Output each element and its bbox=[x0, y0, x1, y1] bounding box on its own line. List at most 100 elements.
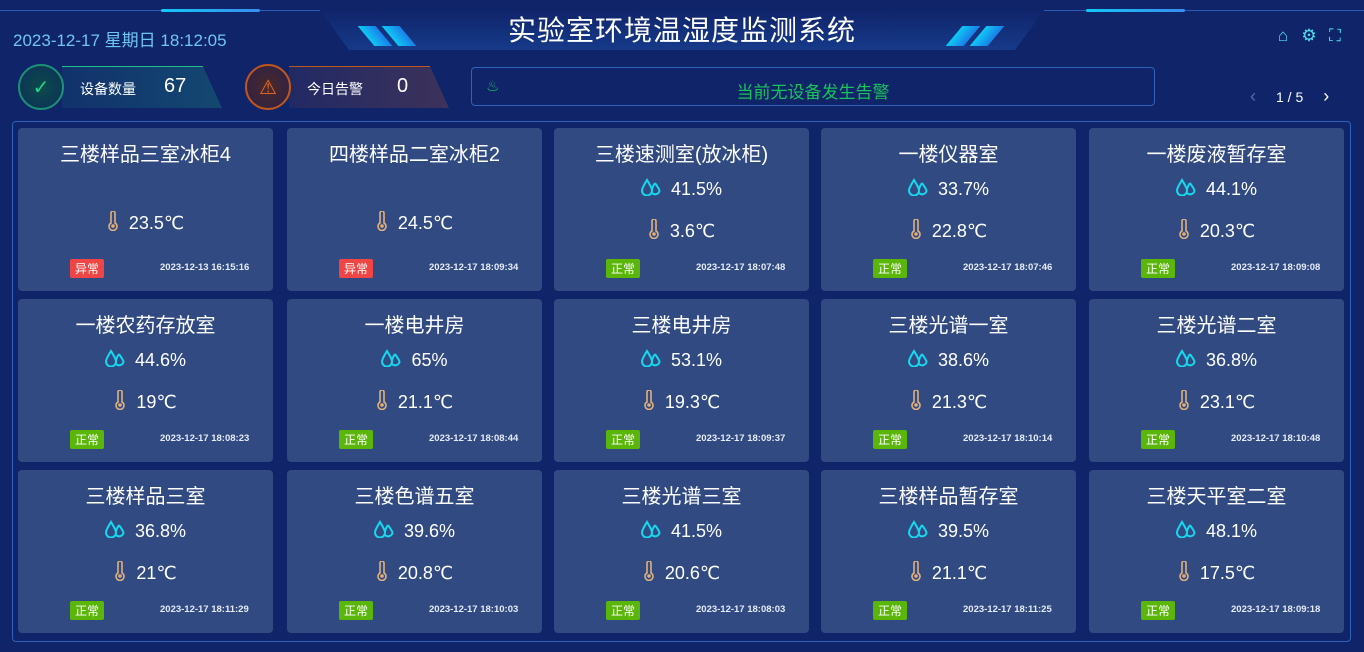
alarm-light-icon: ♨ bbox=[486, 78, 500, 95]
humidity-value: 44.1% bbox=[1205, 179, 1258, 199]
device-card[interactable]: 三楼电井房 53.1% 19.3℃ 正常 2023-12-17 18:09:37 bbox=[554, 299, 809, 462]
thermometer-icon bbox=[648, 218, 660, 244]
device-name: 三楼光谱二室 bbox=[1156, 315, 1277, 337]
humidity-value: 33.7% bbox=[937, 179, 990, 199]
temperature-row: 24.5℃ bbox=[287, 210, 542, 236]
device-count-label: 设备数量 bbox=[80, 81, 136, 97]
device-count-value: 67 bbox=[164, 75, 187, 97]
update-time: 2023-12-17 18:08:44 bbox=[429, 433, 519, 444]
device-name: 一楼农药存放室 bbox=[75, 315, 216, 337]
stat-frame bbox=[289, 66, 449, 108]
humidity-row: 53.1% bbox=[554, 349, 809, 372]
humidity-icon bbox=[1175, 520, 1196, 543]
temperature-row: 20.3℃ bbox=[1089, 218, 1344, 244]
humidity-icon bbox=[640, 178, 661, 201]
device-card[interactable]: 一楼电井房 65% 21.1℃ 正常 2023-12-17 18:08:44 bbox=[287, 299, 542, 462]
temperature-value: 21.1℃ bbox=[397, 392, 454, 412]
temperature-value: 19.3℃ bbox=[664, 392, 721, 412]
device-name: 三楼样品暂存室 bbox=[878, 486, 1019, 508]
device-card[interactable]: 四楼样品二室冰柜2 24.5℃ 异常 2023-12-17 18:09:34 bbox=[287, 128, 542, 291]
device-card[interactable]: 三楼样品三室 36.8% 21℃ 正常 2023-12-17 18:11:29 bbox=[18, 470, 273, 633]
update-time: 2023-12-17 18:07:46 bbox=[963, 262, 1053, 273]
thermometer-icon bbox=[910, 218, 922, 244]
device-card[interactable]: 一楼农药存放室 44.6% 19℃ 正常 2023-12-17 18:08:23 bbox=[18, 299, 273, 462]
status-badge: 正常 bbox=[70, 430, 105, 449]
temperature-row: 21.1℃ bbox=[821, 560, 1076, 586]
update-time: 2023-12-17 18:11:29 bbox=[160, 604, 249, 615]
humidity-row: 41.5% bbox=[554, 178, 809, 201]
temperature-row: 21℃ bbox=[18, 560, 273, 586]
home-icon[interactable]: ⌂ bbox=[1277, 26, 1289, 45]
update-time: 2023-12-17 18:10:14 bbox=[963, 433, 1053, 444]
device-card[interactable]: 一楼废液暂存室 44.1% 20.3℃ 正常 2023-12-17 18:09:08 bbox=[1089, 128, 1344, 291]
temperature-row: 17.5℃ bbox=[1089, 560, 1344, 586]
device-name: 一楼废液暂存室 bbox=[1146, 144, 1287, 166]
device-card[interactable]: 三楼色谱五室 39.6% 20.8℃ 正常 2023-12-17 18:10:03 bbox=[287, 470, 542, 633]
device-card[interactable]: 三楼样品暂存室 39.5% 21.1℃ 正常 2023-12-17 18:11:25 bbox=[821, 470, 1076, 633]
temperature-row: 21.3℃ bbox=[821, 389, 1076, 415]
status-badge: 正常 bbox=[70, 601, 105, 620]
device-name: 三楼天平室二室 bbox=[1146, 486, 1287, 508]
update-time: 2023-12-17 18:08:03 bbox=[696, 604, 786, 615]
humidity-value: 41.5% bbox=[670, 179, 723, 199]
device-card[interactable]: 三楼样品三室冰柜4 23.5℃ 异常 2023-12-13 16:15:16 bbox=[18, 128, 273, 291]
status-badge: 正常 bbox=[606, 601, 641, 620]
header-glow-left bbox=[161, 9, 260, 12]
temperature-value: 20.6℃ bbox=[664, 563, 721, 583]
update-time: 2023-12-17 18:10:03 bbox=[429, 604, 519, 615]
humidity-icon bbox=[104, 349, 125, 372]
humidity-value: 36.8% bbox=[1205, 350, 1258, 370]
update-time: 2023-12-17 18:09:08 bbox=[1231, 262, 1321, 273]
humidity-value: 38.6% bbox=[937, 350, 990, 370]
device-name: 三楼电井房 bbox=[631, 315, 732, 337]
humidity-value: 39.6% bbox=[403, 521, 456, 541]
title-banner bbox=[320, 10, 1044, 50]
status-badge: 正常 bbox=[873, 601, 908, 620]
device-card[interactable]: 三楼光谱一室 38.6% 21.3℃ 正常 2023-12-17 18:10:14 bbox=[821, 299, 1076, 462]
device-count-stat: ✓ 设备数量 67 bbox=[18, 64, 228, 110]
status-badge: 异常 bbox=[70, 259, 105, 278]
device-card[interactable]: 三楼天平室二室 48.1% 17.5℃ 正常 2023-12-17 18:09:18 bbox=[1089, 470, 1344, 633]
gear-icon[interactable]: ⚙ bbox=[1301, 26, 1317, 45]
temperature-row: 20.8℃ bbox=[287, 560, 542, 586]
device-card[interactable]: 三楼光谱三室 41.5% 20.6℃ 正常 2023-12-17 18:08:03 bbox=[554, 470, 809, 633]
device-card[interactable]: 一楼仪器室 33.7% 22.8℃ 正常 2023-12-17 18:07:46 bbox=[821, 128, 1076, 291]
temperature-value: 20.3℃ bbox=[1199, 221, 1256, 241]
prev-page-button[interactable]: ‹ bbox=[1250, 86, 1256, 106]
next-page-button[interactable]: › bbox=[1323, 86, 1330, 106]
status-badge: 正常 bbox=[873, 259, 908, 278]
temperature-value: 3.6℃ bbox=[669, 221, 716, 241]
humidity-row: 39.5% bbox=[821, 520, 1076, 543]
status-badge: 正常 bbox=[339, 601, 374, 620]
humidity-row: 44.1% bbox=[1089, 178, 1344, 201]
humidity-row: 38.6% bbox=[821, 349, 1076, 372]
alarm-marquee: ♨ 当前无设备发生告警 bbox=[471, 67, 1155, 106]
device-card[interactable]: 三楼光谱二室 36.8% 23.1℃ 正常 2023-12-17 18:10:48 bbox=[1089, 299, 1344, 462]
humidity-value: 65% bbox=[411, 350, 448, 370]
humidity-icon bbox=[907, 520, 928, 543]
fullscreen-icon[interactable]: ⛶ bbox=[1329, 26, 1341, 45]
humidity-row: 65% bbox=[287, 349, 542, 372]
thermometer-icon bbox=[114, 560, 126, 586]
device-name: 三楼速测室(放冰柜) bbox=[594, 144, 769, 166]
update-time: 2023-12-17 18:10:48 bbox=[1231, 433, 1321, 444]
humidity-row: 39.6% bbox=[287, 520, 542, 543]
temperature-value: 19℃ bbox=[136, 392, 177, 412]
thermometer-icon bbox=[910, 560, 922, 586]
humidity-value: 48.1% bbox=[1205, 521, 1258, 541]
humidity-value: 36.8% bbox=[134, 521, 187, 541]
header-glow-right bbox=[1086, 9, 1185, 12]
temperature-value: 21.3℃ bbox=[931, 392, 988, 412]
humidity-icon bbox=[1175, 349, 1196, 372]
humidity-row: 36.8% bbox=[1089, 349, 1344, 372]
status-badge: 正常 bbox=[1141, 601, 1176, 620]
humidity-row: 44.6% bbox=[18, 349, 273, 372]
thermometer-icon bbox=[1178, 218, 1190, 244]
header-line-left bbox=[0, 10, 320, 11]
thermometer-icon bbox=[114, 389, 126, 415]
temperature-row: 23.1℃ bbox=[1089, 389, 1344, 415]
today-alarm-stat: ⚠ 今日告警 0 bbox=[245, 64, 455, 110]
device-card[interactable]: 三楼速测室(放冰柜) 41.5% 3.6℃ 正常 2023-12-17 18:07:48 bbox=[554, 128, 809, 291]
temperature-row: 20.6℃ bbox=[554, 560, 809, 586]
temperature-value: 23.5℃ bbox=[128, 213, 185, 233]
